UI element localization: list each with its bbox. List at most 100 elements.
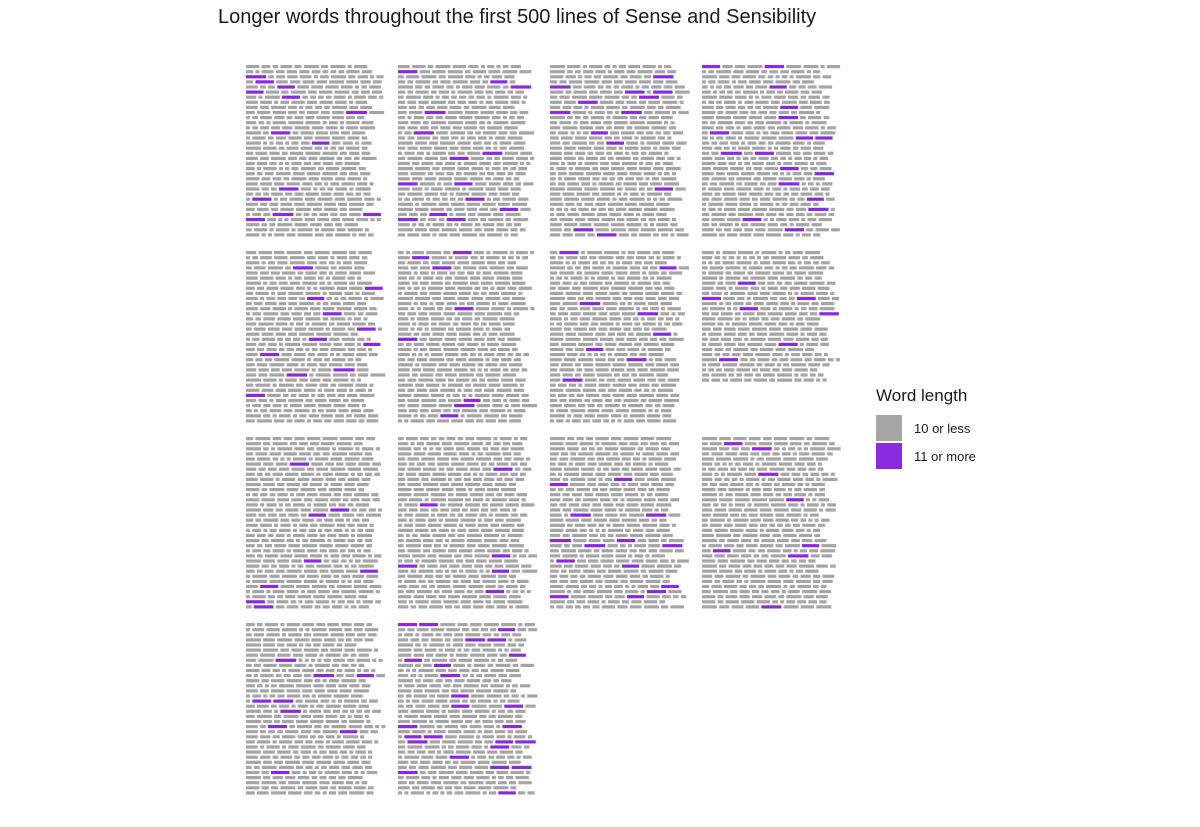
- word-mark: [324, 419, 332, 423]
- word-mark: [717, 322, 724, 326]
- word-mark: [576, 202, 583, 206]
- word-mark: [724, 100, 736, 104]
- word-mark: [351, 131, 366, 135]
- word-mark: [661, 442, 667, 446]
- word-mark: [513, 218, 529, 222]
- word-mark: [584, 378, 597, 382]
- word-mark: [398, 404, 406, 408]
- word-mark: [575, 136, 587, 140]
- word-mark: [410, 327, 415, 331]
- word-mark: [424, 156, 438, 160]
- word-mark: [607, 533, 614, 538]
- word-mark: [559, 271, 575, 275]
- word-mark: [412, 197, 424, 201]
- word-mark: [717, 161, 727, 166]
- word-mark: [353, 579, 362, 583]
- word-mark: [444, 638, 451, 642]
- word-mark: [300, 714, 311, 718]
- word-mark: [421, 638, 429, 642]
- word-mark: [267, 533, 274, 538]
- word-mark: [449, 363, 460, 367]
- word-mark: [336, 307, 352, 311]
- word-mark: [510, 462, 518, 466]
- word-mark: [648, 353, 664, 357]
- word-mark: [722, 65, 733, 69]
- word-mark: [291, 559, 302, 563]
- word-mark: [778, 322, 788, 326]
- word-mark: [294, 419, 305, 423]
- word-mark: [722, 251, 736, 255]
- word-mark: [739, 197, 750, 201]
- word-mark: [708, 100, 714, 104]
- word-mark: [455, 212, 466, 217]
- word-mark: [468, 584, 484, 589]
- word-mark: [769, 523, 775, 527]
- word-mark: [474, 564, 483, 568]
- word-mark: [347, 714, 352, 718]
- word-mark: [713, 167, 728, 171]
- word-mark: [493, 197, 501, 201]
- word-mark: [269, 228, 274, 232]
- word-mark: [471, 704, 487, 708]
- word-mark: [816, 457, 828, 461]
- word-mark: [398, 633, 403, 637]
- word-mark: [626, 337, 637, 341]
- word-mark: [587, 457, 595, 461]
- word-mark: [344, 156, 352, 160]
- word-mark: [742, 462, 754, 466]
- word-mark: [785, 523, 791, 527]
- word-mark: [407, 261, 421, 265]
- word-mark: [515, 714, 523, 718]
- word-mark: [424, 187, 429, 191]
- word-mark: [440, 80, 451, 84]
- word-mark: [794, 493, 807, 497]
- word-mark: [629, 172, 642, 176]
- word-mark: [297, 477, 310, 481]
- word-mark: [459, 95, 467, 99]
- word-mark: [291, 312, 302, 316]
- word-mark: [550, 151, 562, 155]
- word-mark: [275, 228, 290, 232]
- word-mark: [407, 286, 412, 290]
- word-mark: [398, 600, 407, 604]
- word-mark: [567, 437, 575, 441]
- word-mark: [468, 65, 479, 69]
- word-mark: [753, 564, 763, 568]
- word-mark: [526, 161, 531, 166]
- word-mark: [570, 207, 577, 211]
- word-mark: [261, 70, 274, 74]
- word-mark: [423, 95, 434, 99]
- word-mark: [302, 689, 313, 693]
- word-mark: [806, 462, 816, 466]
- word-mark: [770, 317, 780, 321]
- word-mark: [256, 207, 269, 211]
- word-mark: [828, 358, 834, 362]
- word-mark: [702, 528, 713, 532]
- word-mark: [799, 452, 810, 456]
- word-mark: [252, 126, 258, 130]
- word-mark: [427, 554, 437, 558]
- word-mark: [331, 218, 341, 222]
- word-mark: [316, 704, 324, 708]
- word-mark: [570, 276, 583, 280]
- word-mark: [299, 528, 307, 532]
- word-mark: [487, 653, 498, 657]
- word-mark: [499, 508, 511, 512]
- word-mark: [336, 735, 341, 739]
- word-mark: [504, 312, 512, 316]
- word-mark: [632, 156, 639, 160]
- word-mark: [757, 256, 762, 260]
- word-mark: [445, 116, 457, 120]
- word-mark: [463, 730, 476, 734]
- word-mark: [810, 100, 822, 104]
- word-mark: [550, 452, 559, 456]
- word-mark: [723, 332, 736, 336]
- word-mark: [328, 503, 337, 507]
- word-mark: [656, 276, 672, 280]
- word-mark: [752, 590, 760, 594]
- word-mark: [288, 307, 293, 311]
- word-mark: [788, 503, 799, 507]
- word-mark: [515, 605, 529, 609]
- word-mark: [723, 197, 738, 201]
- word-mark: [410, 709, 424, 713]
